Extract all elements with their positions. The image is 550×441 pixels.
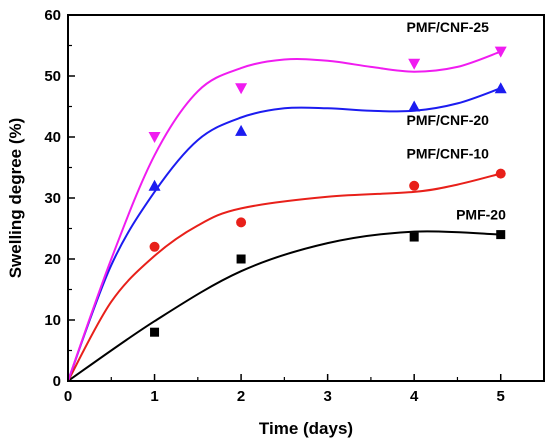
data-point-pmf-cnf-10: [409, 180, 420, 191]
fit-lines: [67, 50, 502, 382]
data-point-pmf-cnf-10: [236, 217, 247, 228]
fit-line-pmf-cnf-25: [67, 50, 502, 382]
x-tick-label: 3: [323, 388, 331, 405]
series-label-pmf-20: PMF-20: [456, 206, 506, 222]
series-label-pmf-cnf-25: PMF/CNF-25: [406, 19, 489, 35]
x-tick-label: 0: [64, 388, 72, 405]
y-tick-label: 40: [44, 129, 61, 146]
x-tick-label: 4: [410, 388, 419, 405]
series-label-pmf-cnf-20: PMF/CNF-20: [406, 112, 489, 128]
x-tick-label: 5: [497, 388, 505, 405]
x-axis-ticks: 0 1 2 3 4 5: [64, 374, 505, 405]
data-point-pmf-cnf-20: [494, 82, 507, 94]
fit-line-pmf-20: [67, 230, 501, 382]
data-point-pmf-cnf-10: [495, 168, 506, 179]
data-point-pmf-cnf-20: [408, 100, 421, 112]
series-labels: PMF-20 PMF/CNF-10 PMF/CNF-20 PMF/CNF-25: [406, 19, 506, 222]
data-point-pmf-cnf-10: [149, 241, 160, 252]
x-tick-label: 1: [150, 388, 158, 405]
data-point-pmf-20: [150, 327, 160, 337]
series-label-pmf-cnf-10: PMF/CNF-10: [406, 145, 489, 161]
data-point-pmf-cnf-25: [148, 132, 161, 143]
x-axis-title: Time (days): [259, 419, 353, 438]
data-point-pmf-cnf-20: [148, 179, 161, 191]
data-point-pmf-20: [236, 254, 246, 264]
y-tick-label: 50: [44, 68, 61, 85]
fit-line-pmf-cnf-20: [67, 87, 502, 382]
data-point-pmf-cnf-20: [235, 124, 248, 136]
axes: 0 1 2 3 4 5 0 10 20 30 40 50 60: [44, 7, 545, 405]
data-point-pmf-cnf-25: [235, 83, 248, 95]
y-axis-ticks: 0 10 20 30 40 50 60: [44, 7, 75, 390]
y-tick-label: 10: [44, 312, 61, 329]
plot-area: [67, 46, 507, 382]
x-tick-label: 2: [237, 388, 245, 405]
y-axis-title: Swelling degree (%): [6, 118, 25, 279]
data-point-pmf-cnf-25: [408, 58, 421, 70]
y-tick-label: 60: [44, 7, 61, 24]
fit-line-pmf-cnf-10: [67, 172, 501, 382]
y-tick-label: 30: [44, 190, 61, 207]
data-point-pmf-20: [496, 230, 506, 240]
y-tick-label: 20: [44, 251, 61, 268]
data-markers: [148, 46, 507, 337]
y-tick-label: 0: [53, 373, 61, 390]
data-point-pmf-20: [409, 232, 419, 242]
data-point-pmf-cnf-25: [494, 46, 507, 58]
